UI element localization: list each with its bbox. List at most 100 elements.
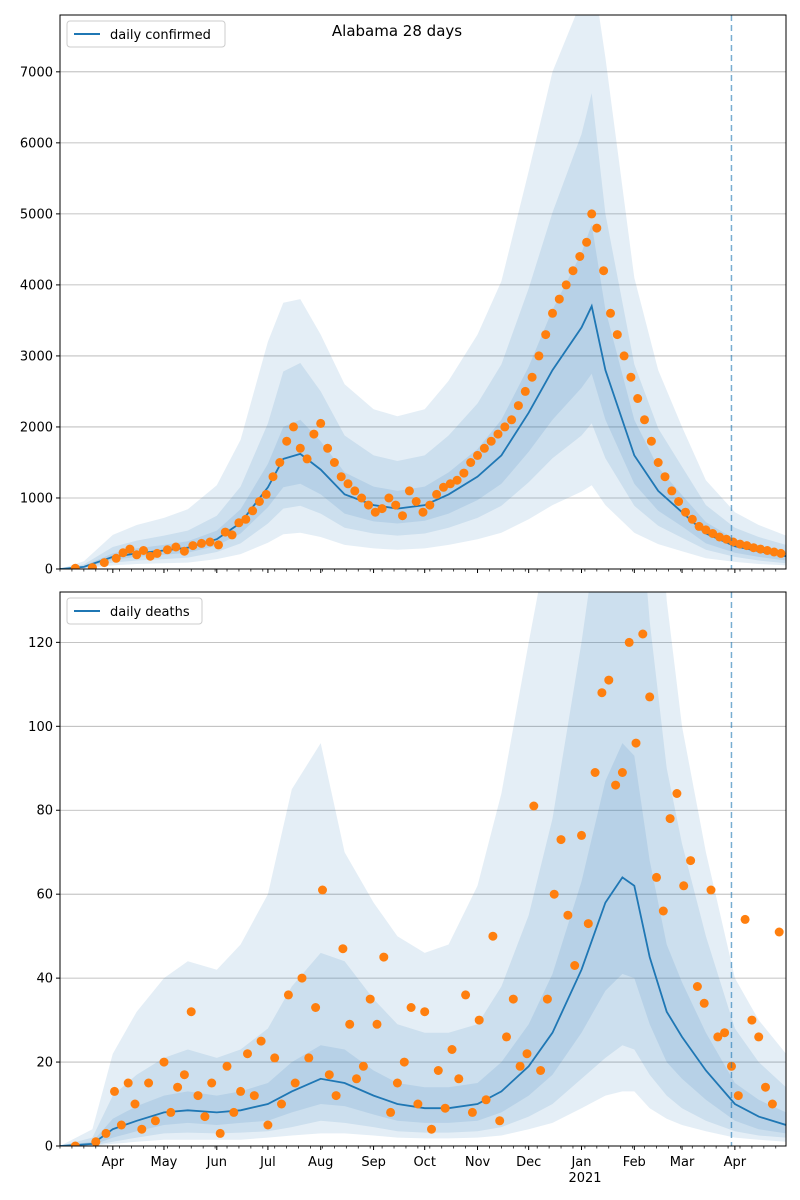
observed-point [386, 1107, 396, 1117]
observed-point [207, 1078, 217, 1088]
observed-point [747, 1015, 757, 1025]
observed-point [87, 563, 97, 569]
observed-point [467, 1107, 477, 1117]
observed-point [220, 527, 230, 537]
observed-point [507, 415, 517, 425]
y-tick-label: 3000 [20, 349, 53, 364]
chart-title: Alabama 28 days [332, 22, 462, 40]
observed-point [715, 532, 724, 542]
observed-point [357, 493, 367, 503]
uncertainty-band-inner [60, 224, 786, 569]
observed-point [568, 266, 578, 276]
observed-point [186, 1007, 196, 1017]
observed-point [350, 486, 360, 496]
observed-point [116, 1120, 126, 1130]
observed-point [70, 563, 80, 569]
observed-point [173, 1082, 183, 1092]
x-tick-label: Jul [259, 1155, 276, 1170]
y-tick-label: 60 [36, 888, 53, 903]
observed-point [590, 768, 600, 777]
x-tick-label: Nov [465, 1155, 491, 1170]
observed-point [263, 1120, 273, 1130]
model-line [60, 303, 786, 569]
observed-point [256, 1036, 266, 1046]
observed-point [561, 280, 571, 290]
uncertainty-band-middle [60, 592, 786, 1146]
y-tick-label: 0 [45, 1140, 53, 1155]
observed-point [454, 1074, 464, 1084]
observed-point [118, 548, 128, 558]
observed-point [214, 540, 223, 550]
observed-point [754, 1032, 764, 1042]
observed-point [243, 1049, 252, 1059]
observed-point [735, 539, 745, 549]
observed-point [277, 1099, 286, 1109]
observed-point [227, 530, 237, 540]
uncertainty-band-middle [60, 93, 786, 569]
x-tick-label: Apr [724, 1155, 747, 1170]
observed-point [358, 1061, 368, 1071]
observed-point [548, 308, 557, 318]
observed-point [522, 1049, 532, 1059]
observed-point [541, 330, 551, 340]
observed-point [343, 479, 353, 489]
y-tick-label: 40 [36, 972, 53, 987]
observed-point [384, 493, 394, 503]
observed-point [645, 692, 655, 702]
observed-point [452, 475, 462, 485]
y-tick-label: 120 [28, 636, 53, 651]
observed-point [345, 1019, 355, 1029]
observed-point [660, 472, 670, 482]
observed-point [534, 351, 544, 361]
observed-point [674, 497, 684, 506]
observed-point [617, 768, 627, 777]
observed-point [200, 1112, 210, 1122]
observed-point [331, 1091, 341, 1101]
observed-point [721, 534, 731, 544]
observed-point [70, 1141, 80, 1146]
observed-point [302, 454, 312, 464]
observed-point [268, 472, 278, 482]
observed-point [283, 990, 293, 1000]
observed-point [701, 525, 711, 535]
observed-point [706, 885, 716, 895]
x-tick-label: May [151, 1155, 178, 1170]
legend: daily deaths [66, 597, 203, 625]
deaths-axes: 0 20 40 60 80 100 120 Apr May Jun Jul Aug Sep Oct Nov D… [28, 591, 787, 1170]
observed-point [425, 500, 435, 510]
observed-point [432, 489, 442, 499]
observed-point [769, 547, 779, 557]
observed-point [365, 994, 375, 1004]
y-tick-label: 1000 [20, 491, 53, 506]
legend-label: daily deaths [110, 605, 190, 620]
observed-point [776, 548, 786, 558]
observed-point [139, 546, 148, 555]
observed-point [236, 1086, 246, 1096]
observed-point [145, 551, 155, 561]
observed-point [413, 1099, 423, 1109]
x-tick-label: Sep [361, 1155, 386, 1170]
observed-point [459, 468, 469, 478]
observed-point [101, 1128, 111, 1138]
observed-point [166, 1107, 176, 1117]
observed-point [493, 429, 503, 439]
observed-point [270, 1053, 280, 1063]
x-tick-label: Oct [413, 1155, 435, 1170]
observed-point [624, 637, 634, 647]
observed-point [556, 835, 566, 845]
observed-point [406, 1003, 416, 1012]
y-tick-label: 2000 [20, 420, 53, 435]
observed-point [686, 856, 696, 866]
observed-point [495, 1116, 505, 1126]
observed-point [364, 500, 373, 510]
observed-point [162, 545, 172, 555]
observed-point [638, 629, 648, 639]
observed-point [767, 1099, 777, 1109]
observed-point [681, 507, 690, 517]
observed-point [261, 489, 271, 499]
observed-point [749, 543, 759, 553]
observed-point [234, 518, 244, 528]
observed-point [575, 252, 585, 261]
observed-point [197, 538, 206, 548]
